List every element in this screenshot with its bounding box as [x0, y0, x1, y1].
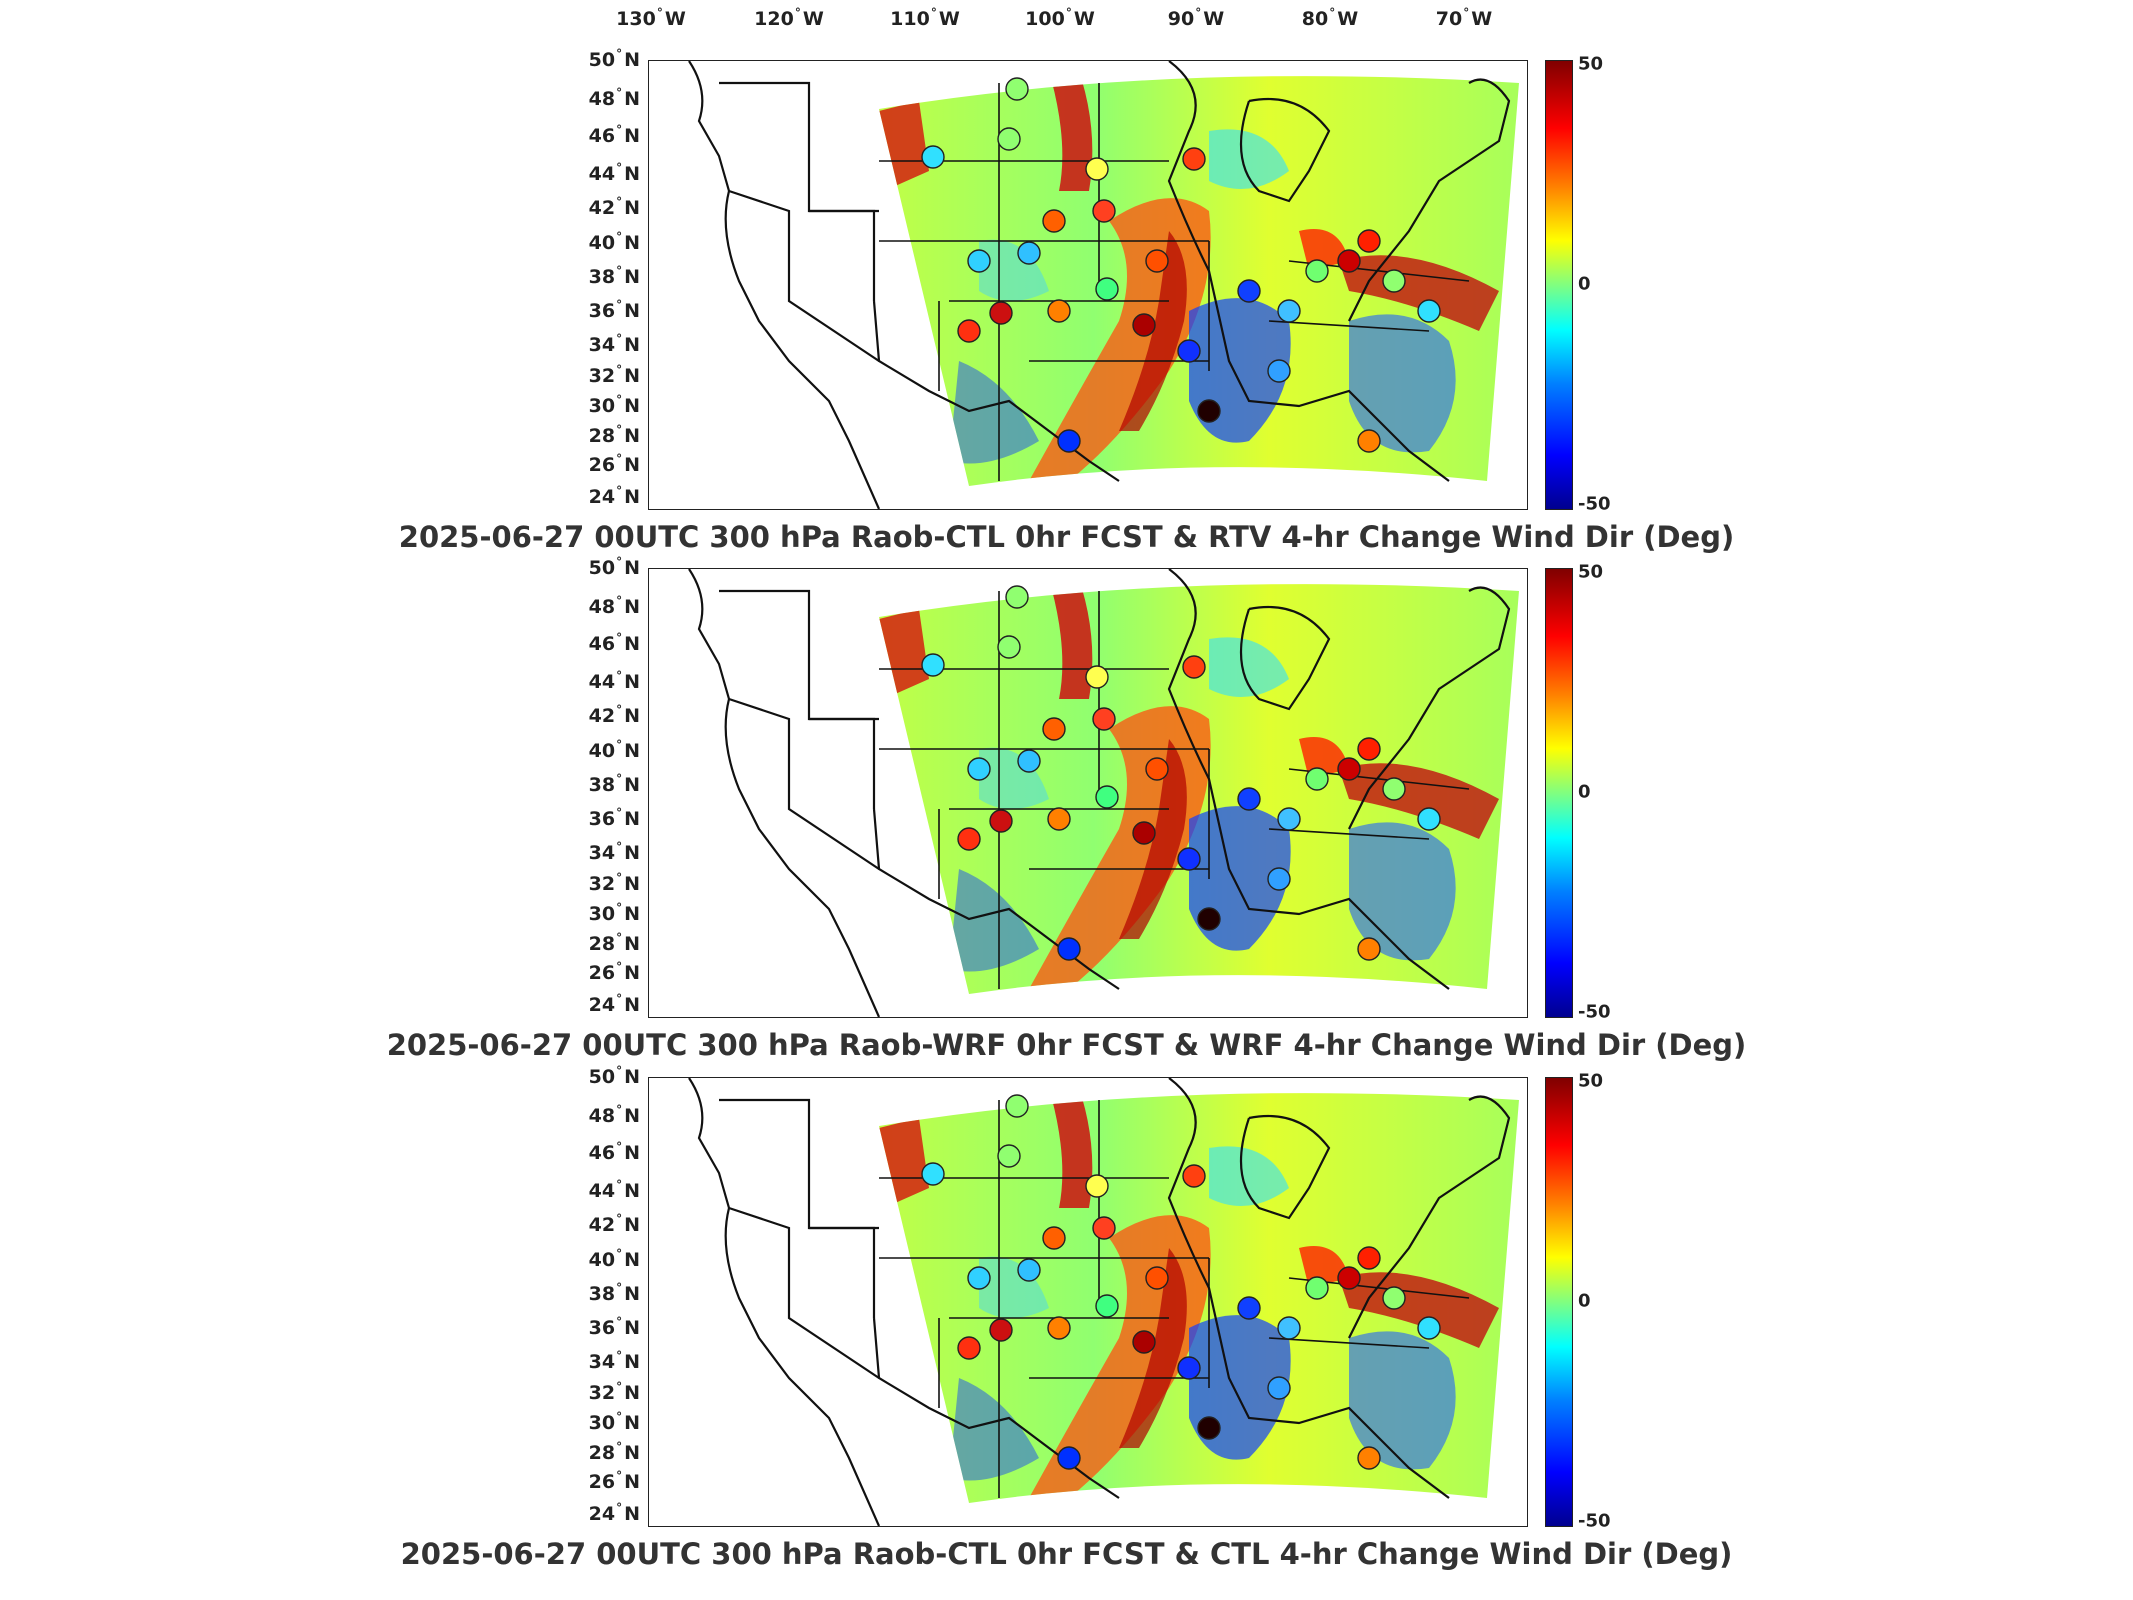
lat-label: 28° N	[588, 1440, 640, 1465]
colorbar-max-label: 50	[1578, 561, 1604, 583]
lat-label: 50° N	[588, 555, 640, 579]
map-field-svg	[688, 61, 1519, 509]
lat-label: 30° N	[588, 900, 640, 925]
lat-label: 32° N	[588, 871, 640, 896]
lat-label: 48° N	[588, 1102, 640, 1127]
lat-label: 40° N	[588, 229, 640, 254]
lat-label: 32° N	[588, 1380, 640, 1405]
lat-label: 34° N	[588, 1348, 640, 1373]
lat-label: 24° N	[588, 483, 640, 508]
lat-label: 30° N	[588, 392, 640, 417]
lat-label: 32° N	[588, 363, 640, 388]
panel-title: 2025-06-27 00UTC 300 hPa Raob-CTL 0hr FC…	[398, 520, 1735, 554]
lat-label: 34° N	[588, 331, 640, 356]
lon-label: 70° W	[1435, 6, 1493, 30]
colorbar-mid-label: 0	[1578, 1290, 1591, 1312]
lat-label: 26° N	[588, 959, 640, 984]
lon-label: 110° W	[890, 6, 960, 30]
map-field-svg	[688, 1078, 1519, 1526]
lat-label: 48° N	[588, 593, 640, 618]
lat-label: 44° N	[588, 160, 640, 185]
lat-label: 46° N	[588, 631, 640, 656]
lat-label: 26° N	[588, 451, 640, 476]
lat-label: 46° N	[588, 123, 640, 148]
colorbar	[1545, 1077, 1573, 1527]
lat-label: 50° N	[588, 47, 640, 71]
lat-label: 36° N	[588, 297, 640, 322]
lat-label: 34° N	[588, 839, 640, 864]
map-plot-area	[648, 568, 1528, 1018]
lat-label: 42° N	[588, 194, 640, 219]
lon-label: 120° W	[754, 6, 824, 30]
lat-label: 38° N	[588, 772, 640, 797]
lat-label: 40° N	[588, 737, 640, 762]
colorbar-min-label: -50	[1578, 1510, 1611, 1532]
panel-title: 2025-06-27 00UTC 300 hPa Raob-CTL 0hr FC…	[400, 1537, 1733, 1571]
map-plot-area	[648, 1077, 1528, 1527]
colorbar-max-label: 50	[1578, 53, 1604, 75]
lat-label: 36° N	[588, 1314, 640, 1339]
lat-label: 38° N	[588, 1281, 640, 1306]
lat-label: 30° N	[588, 1409, 640, 1434]
lat-label: 28° N	[588, 931, 640, 956]
lat-label: 50° N	[588, 1064, 640, 1088]
colorbar	[1545, 568, 1573, 1018]
colorbar-min-label: -50	[1578, 1001, 1611, 1023]
lat-label: 38° N	[588, 264, 640, 289]
lat-label: 28° N	[588, 423, 640, 448]
lon-label: 80° W	[1301, 6, 1359, 30]
lat-label: 40° N	[588, 1246, 640, 1271]
lon-label: 90° W	[1167, 6, 1225, 30]
lat-label: 24° N	[588, 991, 640, 1016]
colorbar	[1545, 60, 1573, 510]
lat-label: 48° N	[588, 85, 640, 110]
lat-label: 36° N	[588, 805, 640, 830]
map-plot-area	[648, 60, 1528, 510]
lat-label: 24° N	[588, 1500, 640, 1525]
lon-label: 100° W	[1025, 6, 1095, 30]
lat-label: 44° N	[588, 668, 640, 693]
lat-label: 44° N	[588, 1177, 640, 1202]
lon-label: 130° W	[616, 6, 686, 30]
lat-label: 42° N	[588, 1211, 640, 1236]
lat-label: 42° N	[588, 702, 640, 727]
colorbar-min-label: -50	[1578, 493, 1611, 515]
map-field-svg	[688, 569, 1519, 1017]
colorbar-max-label: 50	[1578, 1070, 1604, 1092]
panel-title: 2025-06-27 00UTC 300 hPa Raob-WRF 0hr FC…	[386, 1028, 1747, 1062]
lat-label: 46° N	[588, 1140, 640, 1165]
colorbar-mid-label: 0	[1578, 273, 1591, 295]
lat-label: 26° N	[588, 1468, 640, 1493]
colorbar-mid-label: 0	[1578, 781, 1591, 803]
